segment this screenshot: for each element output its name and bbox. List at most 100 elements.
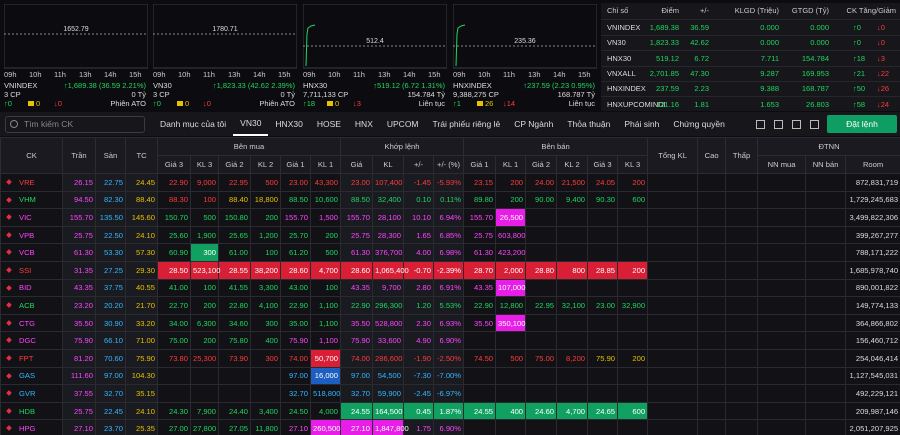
cell bbox=[617, 313, 649, 333]
time-label: 13h bbox=[378, 70, 391, 79]
cell: 75.90 bbox=[587, 348, 619, 368]
cell: 81.20 bbox=[62, 348, 96, 368]
arrow-up-icon[interactable] bbox=[756, 119, 765, 129]
tab[interactable]: Chứng quyền bbox=[673, 119, 725, 129]
stock-row[interactable]: VRE 26.15 22.75 24.45 22.90 9,000 22.95 500 23.0… bbox=[0, 173, 900, 192]
tab[interactable]: HNX bbox=[354, 119, 373, 129]
session: Liên tục bbox=[418, 99, 445, 108]
stock-row[interactable]: VPB 25.75 22.50 24.10 25.60 1,900 25.65 1,200 25… bbox=[0, 225, 900, 245]
stock-row[interactable]: VCB 61.30 53.30 57.30 60.90 300 61.00 100 61.20 5… bbox=[0, 243, 900, 262]
order-button[interactable]: Đặt lệnh bbox=[827, 115, 897, 133]
stock-row[interactable]: HDB 25.75 22.45 24.10 24.30 7,900 24.40 3,400 24… bbox=[0, 401, 900, 421]
column-subheader: Room bbox=[845, 155, 900, 174]
time-label: 11h bbox=[503, 70, 515, 79]
tab[interactable]: HNX30 bbox=[275, 119, 303, 129]
cell bbox=[725, 419, 759, 435]
column-header: Sàn bbox=[95, 137, 126, 174]
search-box[interactable]: Tìm kiếm CK bbox=[5, 115, 145, 133]
tab[interactable]: UPCOM bbox=[386, 119, 419, 129]
stock-row[interactable]: SSI 31.35 27.25 29.30 28.50 523,100 28.55 38,20… bbox=[0, 260, 900, 280]
index-cell: 26.803 bbox=[806, 99, 829, 109]
cell bbox=[805, 208, 847, 227]
column-subheader: KL 3 bbox=[617, 155, 649, 174]
cell: 254,046,414 bbox=[845, 348, 900, 368]
expand-icon[interactable] bbox=[810, 119, 819, 129]
cell: 100 bbox=[190, 190, 219, 210]
cell: 1,127,545,031 bbox=[845, 366, 900, 386]
cell: 25,300 bbox=[190, 348, 219, 368]
tab[interactable]: Trái phiếu riêng lẻ bbox=[432, 119, 501, 129]
cell: 75.90 bbox=[125, 348, 158, 368]
stock-row[interactable]: HPG 27.10 23.70 25.35 27.00 27,800 27.05 11,800… bbox=[0, 419, 900, 435]
cell bbox=[617, 419, 649, 435]
cell: 57.30 bbox=[125, 243, 158, 262]
cell: 23.20 bbox=[62, 296, 96, 315]
download-icon[interactable] bbox=[774, 119, 783, 129]
cell: 1,100 bbox=[310, 331, 341, 350]
cell: 35.50 bbox=[62, 313, 96, 333]
index-cell: VNINDEX bbox=[607, 23, 641, 32]
cell: -2.39% bbox=[432, 260, 465, 280]
cell: 1.20 bbox=[403, 296, 434, 315]
stock-row[interactable]: CTG 35.50 30.90 33.20 34.00 6,300 34.60 300 35.0… bbox=[0, 313, 900, 333]
time-label: 15h bbox=[129, 70, 142, 79]
index-panel: 1652.79 09h 10h 11h 13h 14h 15h VNINDEX ↑1,689.3… bbox=[4, 0, 148, 110]
time-label: 15h bbox=[578, 70, 591, 79]
volume: 3 CP bbox=[4, 90, 21, 99]
index-col-header: Chỉ số bbox=[607, 6, 629, 15]
index-cell: 237.59 bbox=[656, 84, 679, 94]
cell bbox=[617, 225, 649, 245]
cell bbox=[157, 384, 191, 403]
cell: -1.45 bbox=[403, 173, 434, 192]
cell bbox=[587, 278, 619, 298]
cell bbox=[617, 208, 649, 227]
cell: 200 bbox=[617, 260, 649, 280]
cell bbox=[805, 419, 847, 435]
advances: ↑0 bbox=[153, 99, 161, 108]
tab[interactable]: VN30 bbox=[233, 112, 269, 136]
pin-icon bbox=[6, 355, 12, 361]
cell bbox=[697, 313, 727, 333]
cell: 27.10 bbox=[340, 419, 373, 435]
stock-row[interactable]: VHM 94.50 82.30 88.40 88.30 100 88.40 18,800 88.… bbox=[0, 190, 900, 210]
tab[interactable]: Thỏa thuận bbox=[567, 119, 611, 129]
tab[interactable]: CP Ngành bbox=[514, 119, 554, 129]
cell: 2.80 bbox=[403, 278, 434, 298]
cell: 88.40 bbox=[125, 190, 158, 210]
stock-row[interactable]: GVR 37.55 32.70 35.15 32.70 518,800 32.70 59,90… bbox=[0, 384, 900, 403]
stock-row[interactable]: BID 43.35 37.75 40.55 41.00 100 41.55 3,300 43.0… bbox=[0, 278, 900, 298]
time-label: 09h bbox=[303, 70, 316, 79]
stock-row[interactable]: VIC 155.70 135.50 145.60 150.70 500 150.80 200 1… bbox=[0, 208, 900, 227]
tab[interactable]: Phái sinh bbox=[624, 119, 660, 129]
cell bbox=[805, 225, 847, 245]
cell bbox=[725, 296, 759, 315]
cell: -0.70 bbox=[403, 260, 434, 280]
unchanged: 26 bbox=[485, 99, 494, 108]
cell: 28.50 bbox=[157, 260, 191, 280]
index-cell: 0.000 bbox=[810, 23, 829, 32]
cell bbox=[647, 401, 699, 421]
cell: -7.00% bbox=[432, 366, 465, 386]
cell: 10,600 bbox=[310, 190, 341, 210]
settings-icon[interactable] bbox=[792, 119, 801, 129]
cell bbox=[697, 173, 727, 192]
cell bbox=[697, 366, 727, 386]
tab[interactable]: Danh mục của tôi bbox=[160, 119, 227, 129]
declines: ↓3 bbox=[353, 99, 361, 108]
stock-row[interactable]: DGC 75.90 66.10 71.00 75.00 200 75.80 400 75.90 1… bbox=[0, 331, 900, 350]
index-value: ↑1,689.38 (36.59 2.21%) bbox=[63, 81, 146, 90]
cell: 0.10 bbox=[403, 190, 434, 210]
cell: 22.90 bbox=[463, 296, 497, 315]
column-header: Tổng KL bbox=[647, 137, 699, 174]
tab[interactable]: HOSE bbox=[316, 119, 341, 129]
stock-row[interactable]: FPT 81.20 70.60 75.90 73.80 25,300 73.90 300 74.… bbox=[0, 348, 900, 368]
cell: 296,300 bbox=[372, 296, 404, 315]
cell bbox=[757, 331, 807, 350]
index-cell: HNXINDEX bbox=[607, 84, 646, 94]
stock-row[interactable]: ACB 23.20 20.20 21.70 22.70 200 22.80 4,100 22.9… bbox=[0, 296, 900, 315]
cell: 26,500 bbox=[495, 208, 527, 227]
cell: 25.75 bbox=[62, 225, 96, 245]
stock-row[interactable]: GAS 111.60 97.00 104.30 97.00 16,000 97.00 54,5… bbox=[0, 366, 900, 386]
cell: 200 bbox=[190, 296, 219, 315]
